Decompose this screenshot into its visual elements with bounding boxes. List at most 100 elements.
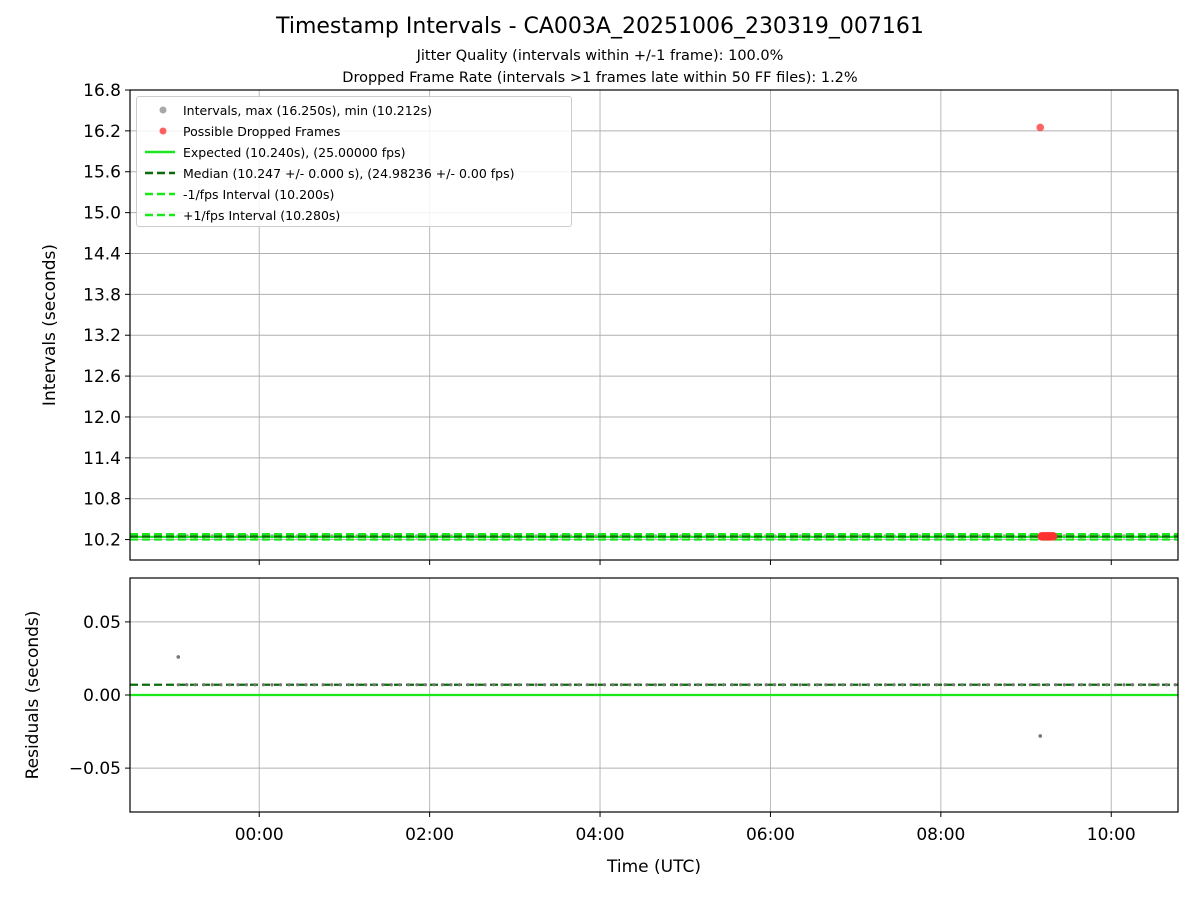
residual-point [372,683,376,687]
top-ytick-label: 13.2 [83,326,121,346]
residual-point [619,683,623,687]
legend-line-expected [145,150,175,154]
residual-point [790,683,794,687]
residual-point [1020,683,1024,687]
top-ytick-label: 12.6 [83,367,121,387]
residual-point [585,683,589,687]
residual-point [602,683,606,687]
residual-point [440,683,445,687]
residual-point [917,683,922,687]
bottom-xtick-label: 06:00 [746,825,795,845]
residual-point [389,683,393,687]
residual-point [807,683,811,687]
residual-point [696,683,700,687]
residual-point [1147,683,1152,687]
bottom-ytick-label: 0.05 [83,613,121,633]
residual-point [534,683,538,687]
top-ytick-label: 13.8 [83,285,121,305]
residual-point [1062,683,1066,687]
residual-point [730,683,734,687]
dropped-frame-point [1036,123,1045,132]
residual-point [756,683,760,687]
residual-point [261,683,266,687]
legend-marker-intervals [159,106,167,114]
residual-point [1096,683,1101,687]
top-ytick-label: 11.4 [83,449,121,469]
residual-point [517,683,521,687]
residual-point [764,683,768,687]
residual-point [176,683,180,687]
legend-item-plus-fps: +1/fps Interval (10.280s) [137,206,573,224]
legend-marker-dropped-frames [159,127,167,135]
legend-item-minus-fps: -1/fps Interval (10.200s) [137,185,573,203]
residual-point [713,683,717,687]
residual-point [474,683,479,687]
residual-point [883,683,888,687]
legend-label-minus-fps: -1/fps Interval (10.200s) [183,187,335,202]
residual-point [423,683,427,687]
legend-item-median: Median (10.247 +/- 0.000 s), (24.98236 +… [137,164,573,182]
residual-point [858,683,862,687]
residual-point [1071,683,1075,687]
bottom-xtick-label: 08:00 [916,825,965,845]
residual-point [1045,683,1049,687]
bottom-xlabel: Time (UTC) [606,857,701,877]
bottom-xtick-label: 10:00 [1087,825,1136,845]
residual-point [628,683,632,687]
residual-point [568,683,572,687]
residual-point [543,683,547,687]
residual-point [977,683,981,687]
bottom-xtick-label: 04:00 [576,825,625,845]
residual-point [1011,683,1015,687]
residual-point [994,683,998,687]
residual-point [679,683,683,687]
top-ytick-label: 12.0 [83,408,121,428]
legend-label-intervals: Intervals, max (16.250s), min (10.212s) [183,103,433,118]
residual-point [900,683,905,687]
residual-point [244,683,249,687]
top-ytick-label: 16.2 [83,122,121,142]
residual-point [304,683,308,687]
residual-point [321,683,325,687]
residual-point [1156,683,1160,687]
residual-point [781,683,785,687]
residual-point [1088,683,1092,687]
residual-point [943,683,947,687]
legend-label-median: Median (10.247 +/- 0.000 s), (24.98236 +… [183,166,515,181]
residual-point [594,683,598,687]
residual-point [739,683,743,687]
legend-line-minus-fps [145,192,175,196]
residual-point [798,683,802,687]
chart-title: Timestamp Intervals - CA003A_20251006_23… [276,14,924,39]
residual-point [500,683,504,687]
bottom-ytick-label: 0.00 [83,686,121,706]
residual-point [398,683,402,687]
bottom-xtick-label: 00:00 [235,825,284,845]
residual-point [687,683,692,687]
top-data [130,123,1178,541]
dropped-frame-point [1048,532,1058,541]
residual-point [1079,683,1084,687]
residual-outlier-1 [1038,734,1043,738]
residual-point [1028,683,1032,687]
residual-point [295,683,300,687]
residual-point [1130,683,1135,687]
residual-point [560,683,564,687]
dropped-frame-rate-subtitle: Dropped Frame Rate (intervals >1 frames … [342,70,858,86]
residual-point [926,683,930,687]
residual-point [287,683,291,687]
residual-point [1105,683,1109,687]
residual-point [449,683,453,687]
residual-point [1173,683,1177,687]
residual-point [1113,683,1118,687]
residual-point [227,683,232,687]
residual-point [526,683,530,687]
residual-point [849,683,853,687]
residual-point [875,683,879,687]
residual-point [270,683,274,687]
residual-point [986,683,990,687]
legend-line-plus-fps [145,213,175,217]
residual-point [406,683,410,687]
bottom-ylabel: Residuals (seconds) [23,611,43,780]
